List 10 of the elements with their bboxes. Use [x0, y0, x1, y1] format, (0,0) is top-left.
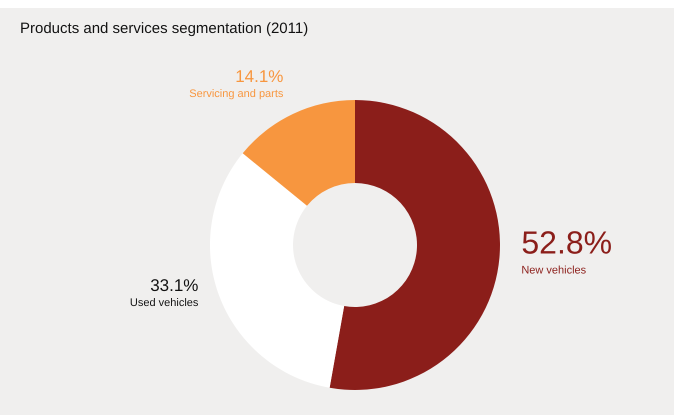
donut-slice [330, 100, 500, 390]
slice-label: Used vehicles [130, 297, 199, 310]
data-label: 33.1% [150, 276, 198, 296]
slice-label: New vehicles [521, 264, 587, 277]
data-label: 14.1% [235, 67, 284, 86]
donut-slice [242, 100, 355, 206]
slice-label: Servicing and parts [189, 88, 284, 100]
data-label: 52.8% [521, 224, 612, 261]
chart-title: Products and services segmentation (2011) [20, 20, 308, 37]
donut-slice [210, 153, 344, 388]
